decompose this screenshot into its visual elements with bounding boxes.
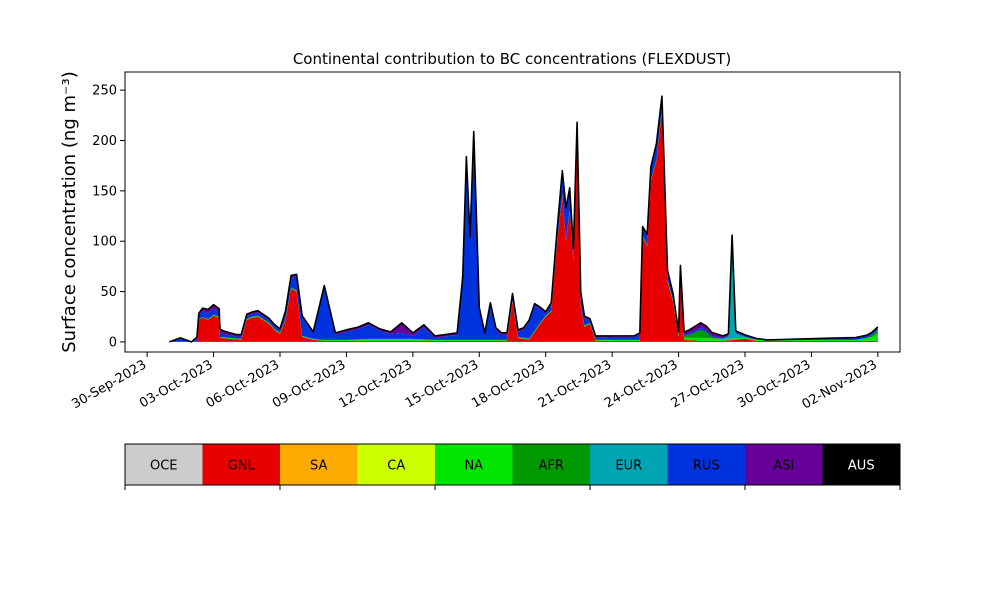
legend-swatch-aus	[822, 444, 900, 485]
legend-label-gnl: GNL	[228, 459, 256, 474]
total-outline	[169, 95, 879, 343]
legend-swatch-eur	[590, 444, 668, 485]
legend-label-oce: OCE	[150, 459, 178, 474]
legend-swatch-afr	[512, 444, 590, 485]
chart-title: Continental contribution to BC concentra…	[293, 50, 731, 68]
y-tick-label: 150	[92, 184, 117, 199]
plot-frame	[124, 71, 901, 353]
legend-label-rus: RUS	[693, 459, 720, 474]
legend-label-asi: ASI	[773, 459, 794, 474]
y-tick-label: 0	[109, 335, 117, 350]
y-tick-label: 250	[92, 84, 117, 99]
legend-swatch-asi	[745, 444, 823, 485]
legend-swatch-oce	[125, 444, 203, 485]
legend-label-afr: AFR	[539, 459, 564, 474]
legend-label-sa: SA	[310, 459, 327, 474]
legend-colorbar: OCE GNL SA CA NA AFR EUR RUS ASI AUS	[124, 443, 901, 490]
legend-swatch-sa	[280, 444, 358, 485]
y-axis-label: Surface concentration (ng m⁻³)	[59, 71, 80, 353]
legend-label-ca: CA	[387, 459, 405, 474]
legend-frame	[124, 443, 901, 486]
legend-swatch-gnl	[202, 444, 280, 485]
legend-label-na: NA	[464, 459, 483, 474]
y-tick-label: 100	[92, 235, 117, 250]
legend-swatch-ca	[357, 444, 435, 485]
y-tick-label: 50	[100, 285, 117, 300]
y-tick-label: 200	[92, 134, 117, 149]
legend-label-aus: AUS	[848, 459, 875, 474]
y-axis: 0 50 100 150 200 250	[92, 84, 125, 350]
legend-swatch-na	[435, 444, 513, 485]
legend-label-eur: EUR	[615, 459, 642, 474]
legend-swatch-rus	[667, 444, 745, 485]
